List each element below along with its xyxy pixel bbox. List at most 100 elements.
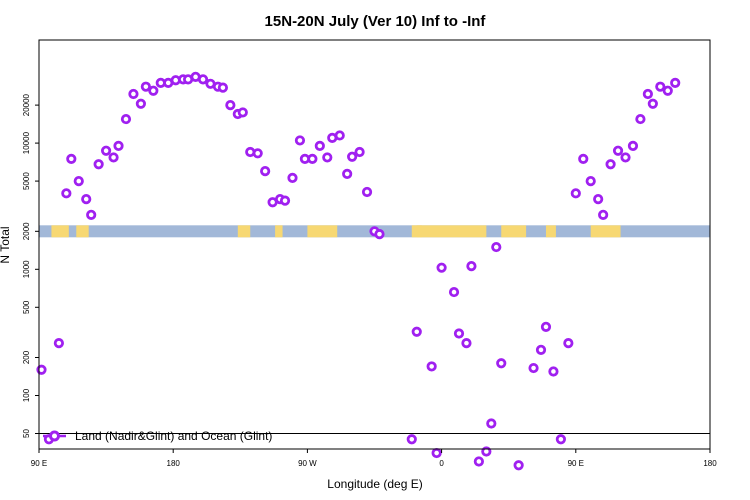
data-point [361, 186, 373, 198]
land-patch [501, 225, 527, 238]
data-point [496, 358, 507, 369]
data-point [260, 165, 271, 177]
data-point [93, 159, 104, 170]
y-tick-label: 50 [22, 428, 31, 437]
data-point [197, 74, 209, 85]
data-point [605, 159, 616, 170]
land-patch [590, 225, 621, 238]
legend-label: Land (Nadir&Glint) and Ocean (Glint) [75, 429, 272, 443]
y-axis-ticks: 50 100 200 500 1000 2000 5000 10000 20000 [22, 93, 39, 438]
x-tick-label: 180 [703, 459, 717, 468]
land-patch [275, 225, 283, 238]
data-point [101, 145, 112, 156]
y-tick-label: 10000 [22, 131, 31, 154]
data-point [237, 107, 248, 118]
land-patch [51, 225, 69, 238]
data-point [528, 362, 539, 374]
land-patch [545, 225, 556, 238]
y-axis-label: N Total [0, 226, 12, 263]
data-point [217, 82, 229, 93]
land-patch [76, 225, 89, 238]
data-point [598, 209, 609, 220]
data-point [620, 152, 631, 163]
data-point [411, 326, 422, 337]
data-point [135, 98, 146, 109]
data-point [334, 130, 345, 141]
x-tick-label: 0 [439, 459, 444, 468]
data-point [81, 193, 92, 205]
data-point [314, 140, 325, 152]
data-point [655, 81, 666, 92]
data-point [342, 168, 353, 180]
data-point [436, 262, 447, 273]
y-tick-label: 20000 [22, 93, 31, 116]
data-point [431, 447, 442, 459]
x-tick-label: 90 E [568, 459, 584, 468]
data-point [120, 113, 132, 125]
data-point [647, 98, 658, 109]
data-point [225, 100, 236, 111]
land-patch [237, 225, 251, 238]
data-point [374, 229, 385, 240]
data-point [61, 188, 72, 199]
data-point [593, 193, 604, 205]
data-point [540, 321, 552, 332]
data-point [555, 434, 566, 445]
chart-title: 15N-20N July (Ver 10) Inf to -Inf [265, 13, 487, 30]
data-point [347, 151, 358, 162]
data-point [585, 175, 596, 187]
data-point [513, 460, 524, 471]
data-point [294, 135, 306, 146]
data-point [578, 153, 589, 164]
data-point [354, 146, 365, 158]
data-point [461, 338, 472, 349]
y-tick-label: 500 [22, 300, 31, 314]
data-point [453, 328, 465, 339]
y-tick-label: 1000 [22, 260, 31, 278]
x-tick-label: 90 W [298, 459, 317, 468]
x-tick-label: 180 [167, 459, 181, 468]
y-tick-label: 100 [22, 388, 31, 402]
plot-frame [38, 39, 711, 450]
map-strip [39, 225, 710, 238]
x-axis-label: Longitude (deg E) [327, 477, 422, 491]
legend-marker [49, 430, 60, 442]
data-point [448, 286, 460, 298]
land-patch [307, 225, 338, 238]
data-point [252, 148, 263, 159]
y-tick-label: 200 [22, 350, 31, 364]
data-point [481, 446, 492, 457]
data-point [148, 85, 159, 96]
data-point [426, 361, 437, 372]
x-axis-ticks: 90 E 180 90 W 0 90 E 180 [31, 449, 717, 468]
data-point [53, 338, 64, 349]
data-point [140, 81, 151, 92]
data-point [570, 188, 581, 199]
data-point [86, 209, 97, 220]
data-point [642, 88, 653, 100]
data-point [662, 85, 673, 96]
data-point [66, 153, 77, 164]
data-point [548, 366, 559, 377]
land-patch [416, 225, 487, 238]
data-point [279, 195, 291, 206]
data-point [635, 113, 646, 125]
data-point [491, 241, 502, 253]
y-tick-label: 5000 [22, 172, 31, 190]
data-point [128, 88, 139, 100]
data-point [535, 344, 547, 355]
data-point [670, 77, 681, 88]
data-point [486, 418, 497, 429]
data-point [108, 152, 119, 163]
data-points [36, 71, 681, 471]
legend: Land (Nadir&Glint) and Ocean (Glint) [43, 429, 272, 443]
data-point [612, 145, 624, 156]
data-point [307, 153, 318, 164]
y-tick-label: 2000 [22, 222, 31, 240]
data-point [322, 152, 333, 163]
data-point [73, 175, 84, 187]
data-point [113, 140, 124, 152]
data-point [473, 456, 484, 467]
data-point [406, 434, 417, 445]
